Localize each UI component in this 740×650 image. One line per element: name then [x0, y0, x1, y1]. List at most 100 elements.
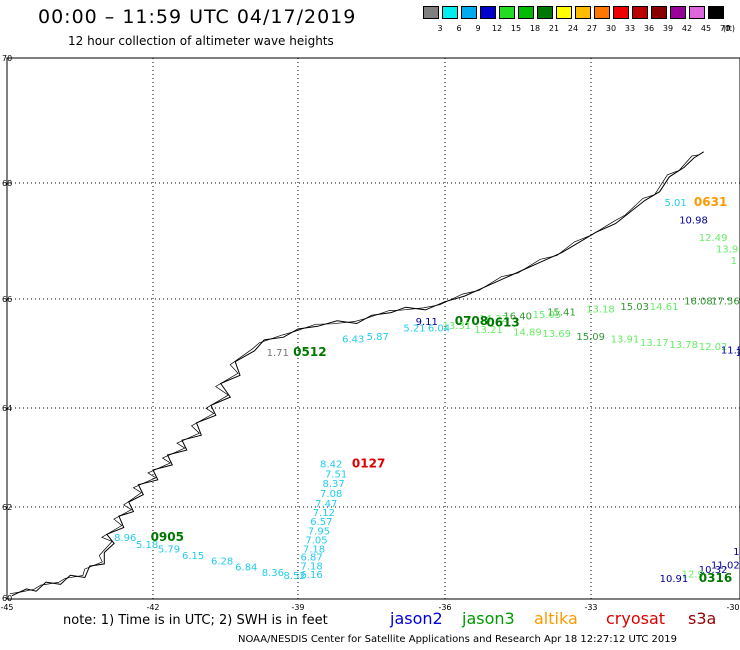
wave-height-value: 12.02 [699, 342, 728, 353]
axis-tick-labels: -45 -42 -39 -36 -33 -30 70 68 66 64 62 60 [0, 54, 739, 612]
scale-swatch [708, 6, 724, 19]
wave-height-value: 10.32 [699, 565, 728, 576]
wave-height-value: 6.43 [342, 335, 364, 346]
wave-height-value: 7.18 [300, 561, 322, 572]
wave-height-value: 8.36 [262, 568, 284, 579]
units-note: note: 1) Time is in UTC; 2) SWH is in fe… [63, 613, 328, 628]
scale-label: 33 [624, 24, 636, 33]
wave-height-value: 8.37 [323, 479, 345, 490]
scale-swatch [499, 6, 515, 19]
satellite-legend-item: s3a [688, 609, 717, 628]
wave-height-value: 13.17 [640, 338, 669, 349]
scale-label: 27 [586, 24, 598, 33]
wave-height-value: 15.03 [620, 302, 649, 313]
pass-time-label: 0127 [352, 456, 385, 470]
pass-time-label: 0613 [486, 315, 519, 329]
scale-label: 6 [456, 24, 462, 33]
scale-label: 45 [700, 24, 712, 33]
pass-time-label: 0631 [694, 195, 727, 209]
wave-height-value: 10.91 [660, 574, 689, 585]
scale-swatch [537, 6, 553, 19]
latitude-tick-label: 70 [2, 54, 12, 63]
wave-height-value: 13.21 [474, 325, 503, 336]
scale-label: 39 [662, 24, 674, 33]
longitude-tick-label: -42 [146, 603, 159, 612]
greenland-coastline [9, 151, 704, 597]
wave-height-value: 14.32 [479, 314, 508, 325]
scale-swatch [442, 6, 458, 19]
satellite-legend-item: jason3 [462, 609, 515, 628]
wave-height-value: 13.91 [611, 335, 640, 346]
wave-height-value: 13.18 [586, 305, 615, 316]
wave-height-value: 7.08 [320, 489, 342, 500]
latitude-tick-label: 64 [2, 404, 12, 413]
scale-swatch [480, 6, 496, 19]
longitude-tick-label: -30 [726, 603, 739, 612]
wave-height-value: 12.49 [699, 233, 728, 244]
wave-height-value: 14.89 [513, 328, 542, 339]
scale-swatch [423, 6, 439, 19]
wave-height-value: 7.05 [305, 535, 327, 546]
pass-time-label: 0316 [699, 571, 732, 585]
wave-height-value: 7.47 [315, 499, 337, 510]
wave-height-value: 15.09 [576, 332, 605, 343]
wave-height-value: 6.84 [235, 563, 257, 574]
scale-swatch [575, 6, 591, 19]
scale-label: 24 [567, 24, 579, 33]
wave-height-value: 5.87 [367, 332, 389, 343]
scale-label: 36 [643, 24, 655, 33]
scale-label: 18 [529, 24, 541, 33]
wave-height-value: 11.59 [721, 346, 740, 357]
scale-label: 30 [605, 24, 617, 33]
wave-height-value: 7.18 [303, 545, 325, 556]
wave-height-value: 13.9 [716, 245, 738, 256]
wave-height-value: 1.71 [267, 348, 289, 359]
pass-time-label: 0905 [151, 530, 184, 544]
wave-height-value: 13.31 [443, 321, 472, 332]
map-title: 00:00 – 11:59 UTC 04/17/2019 [38, 6, 357, 28]
map-frame [6, 57, 740, 600]
wave-height-value: 7.95 [308, 526, 330, 537]
wave-height-value: 13.78 [669, 340, 698, 351]
wave-height-value: 14.61 [650, 302, 679, 313]
scale-label: 42 [681, 24, 693, 33]
wave-height-value: 6.15 [182, 551, 204, 562]
longitude-tick-label: -45 [0, 603, 13, 612]
wave-height-value: 8.52 [284, 571, 306, 582]
wave-height-value: 6.04 [428, 324, 450, 335]
wave-height-value: 13.69 [542, 329, 571, 340]
scale-swatch [689, 6, 705, 19]
scale-swatch [632, 6, 648, 19]
wave-height-value: 8.42 [320, 459, 342, 470]
fjord-detail-path [9, 154, 699, 595]
scale-label: 21 [548, 24, 560, 33]
satellite-legend-item: jason2 [390, 609, 443, 628]
scale-label: 9 [475, 24, 481, 33]
wave-height-value: 11.02 [711, 560, 740, 571]
wave-height-value: 17.56 [711, 296, 740, 307]
credit-line: NOAA/NESDIS Center for Satellite Applica… [238, 634, 677, 645]
map-subtitle: 12 hour collection of altimeter wave hei… [68, 34, 334, 48]
wave-height-value: 6.28 [211, 556, 233, 567]
latitude-tick-label: 60 [2, 594, 12, 603]
wave-height-value: 8.96 [114, 533, 136, 544]
latitude-tick-label: 62 [2, 503, 12, 512]
wave-height-value: 7.12 [313, 508, 335, 519]
wave-height-value: 6.87 [300, 553, 322, 564]
scale-swatch [594, 6, 610, 19]
wave-height-value: 15.05 [533, 310, 562, 321]
wave-height-value: 5.21 [403, 324, 425, 335]
wave-height-value: 10.98 [679, 216, 708, 227]
scale-label: 15 [510, 24, 522, 33]
coastline-path [11, 151, 704, 597]
wave-height-value: 6.57 [310, 517, 332, 528]
longitude-tick-label: -39 [291, 603, 304, 612]
wave-height-value: 6.16 [300, 570, 322, 581]
scale-swatch [518, 6, 534, 19]
scale-label: 12 [491, 24, 503, 33]
wave-height-value: 5.01 [665, 198, 687, 209]
wave-height-value: 5.18 [136, 540, 158, 551]
wave-height-observations: 5.01 063110.9812.4913.9116.0817.5614.6115… [114, 195, 740, 585]
wave-height-value: 16.08 [684, 296, 713, 307]
